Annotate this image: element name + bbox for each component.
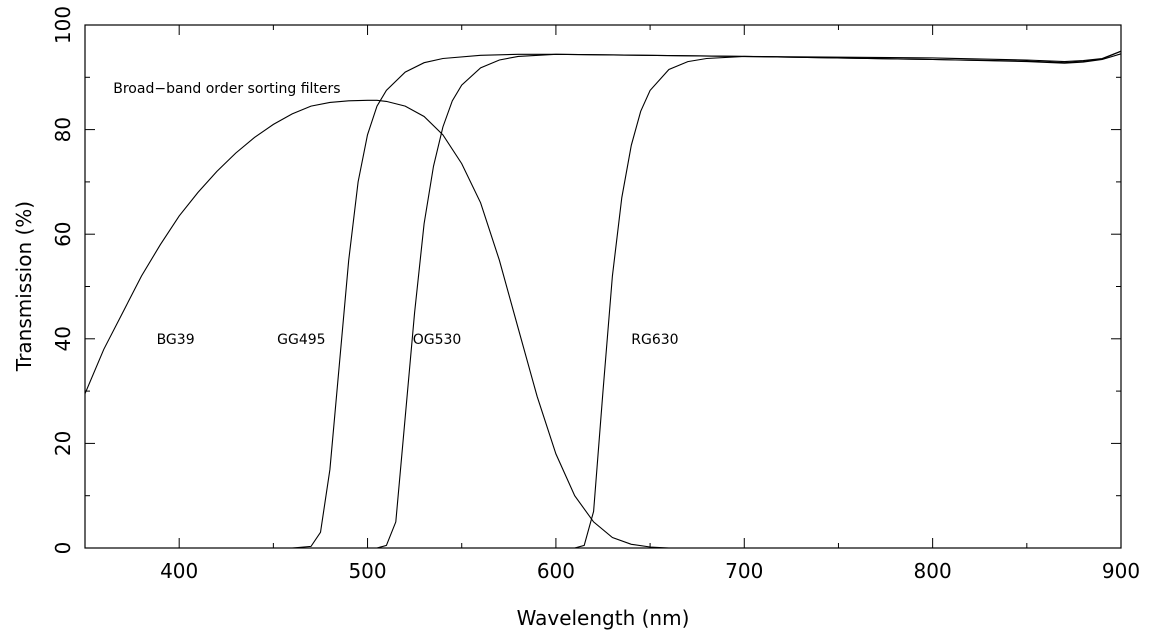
x-tick-label-400: 400 [160,559,198,583]
x-axis-title: Wavelength (nm) [517,606,690,630]
series-group [84,50,1122,549]
y-axis-title: Transmission (%) [12,201,36,372]
annotation-bg39: BG39 [157,332,195,348]
y-tick-label-60: 60 [51,221,75,246]
y-tick-label-100: 100 [51,6,75,44]
x-tick-label-900: 900 [1102,559,1140,583]
x-tick-label-500: 500 [348,559,386,583]
annotation-og530: OG530 [413,332,462,348]
annotation-gg495: GG495 [277,332,325,348]
plot-area-border [84,24,1122,549]
annotation-rg630: RG630 [631,332,678,348]
annotations: Broad−band order sorting filters BG39 GG49… [113,81,678,348]
x-tick-label-600: 600 [537,559,575,583]
x-tick-label-800: 800 [914,559,952,583]
y-tick-label-20: 20 [51,431,75,456]
plot-frame [84,24,1122,549]
series-line-og530 [85,53,1122,549]
x-tick-labels: 400 500 600 700 800 900 [160,559,1140,583]
series-line-bg39 [84,99,1121,549]
series-line-rg630 [85,50,1122,549]
y-tick-labels: 0 20 40 60 80 100 [51,6,75,554]
x-tick-label-700: 700 [725,559,763,583]
axis-ticks [84,24,1122,549]
series-line-gg495 [85,50,1122,549]
y-tick-label-0: 0 [51,542,75,555]
annotation-heading: Broad−band order sorting filters [113,81,340,97]
y-tick-label-40: 40 [51,326,75,351]
y-tick-label-80: 80 [51,117,75,142]
